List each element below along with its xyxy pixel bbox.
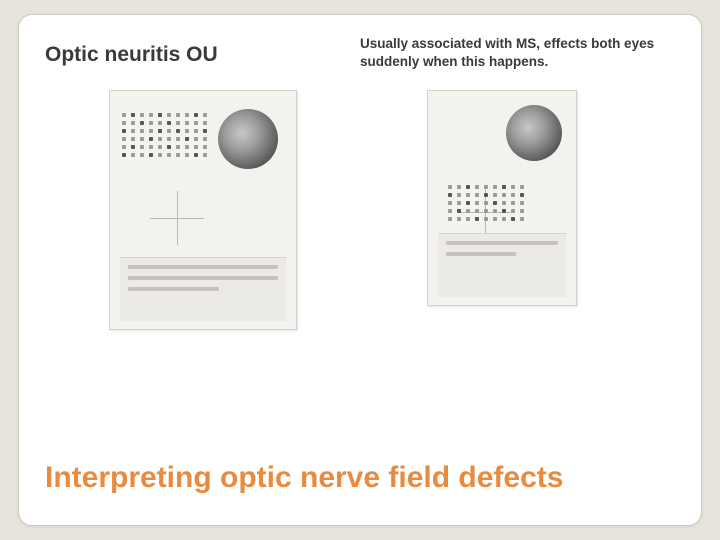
perimetry-circle-icon xyxy=(506,105,562,161)
figures-row xyxy=(19,70,701,330)
slide-card: Optic neuritis OU Usually associated wit… xyxy=(18,14,702,526)
sensitivity-grid xyxy=(122,113,208,157)
visual-field-figure-left xyxy=(109,90,297,330)
section-heading: Interpreting optic nerve field defects xyxy=(45,461,563,495)
slide-title: Optic neuritis OU xyxy=(45,35,360,70)
header-row: Optic neuritis OU Usually associated wit… xyxy=(19,15,701,70)
visual-field-figure-right xyxy=(427,90,577,306)
slide-description: Usually associated with MS, effects both… xyxy=(360,35,675,70)
sensitivity-grid xyxy=(448,185,525,221)
figure-caption-block xyxy=(120,257,286,321)
perimetry-circle-icon xyxy=(218,109,278,169)
crosshair-icon xyxy=(150,191,204,245)
figure-caption-block xyxy=(438,233,566,297)
